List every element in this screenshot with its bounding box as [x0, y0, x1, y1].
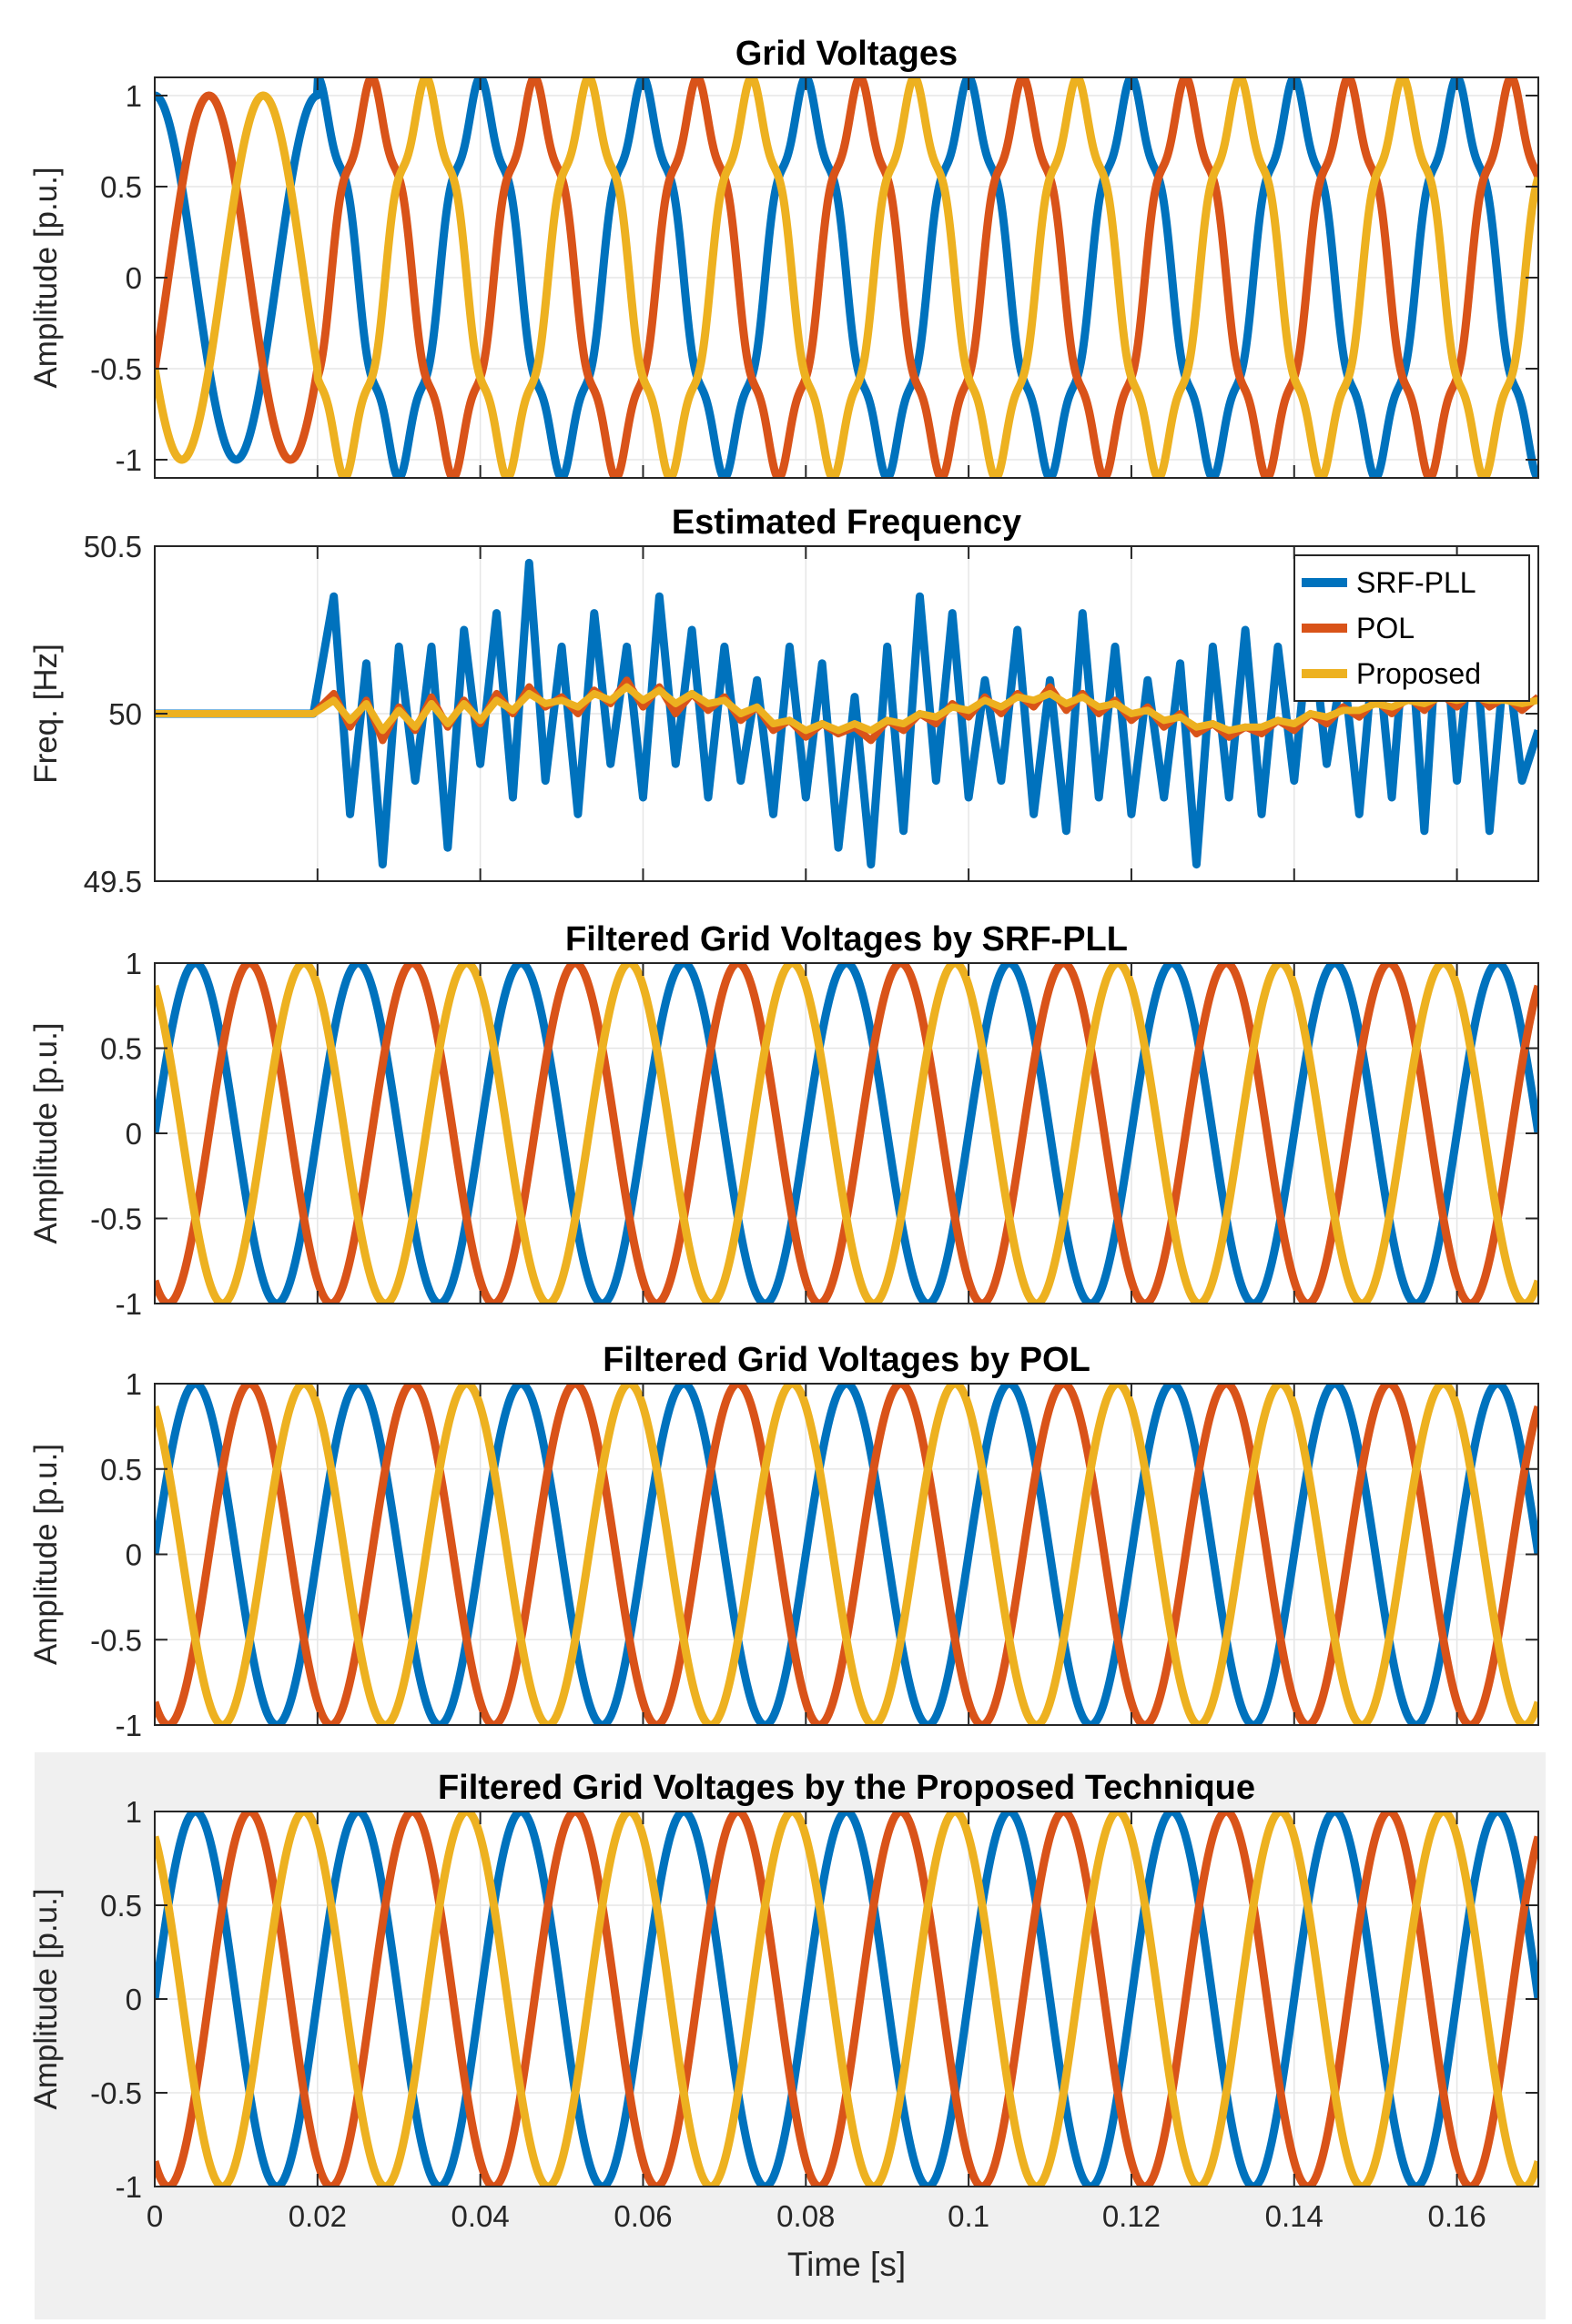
- legend: [1293, 554, 1530, 702]
- y-tick-label: 1: [126, 1795, 142, 1829]
- y-tick-label: 50.5: [84, 530, 142, 563]
- series-layer: [155, 1812, 1538, 2187]
- x-tick-label: 0.08: [776, 2199, 835, 2233]
- y-axis-label: Amplitude [p.u.]: [28, 167, 64, 388]
- y-tick-label: 0: [126, 1538, 142, 1572]
- y-tick-label: -1: [116, 1709, 142, 1742]
- y-tick-label: 1: [126, 1367, 142, 1401]
- y-tick-label: -0.5: [90, 1623, 142, 1657]
- y-tick-label: 0.5: [100, 1032, 142, 1066]
- y-tick-label: 0.5: [100, 1889, 142, 1923]
- series-layer: [155, 77, 1538, 478]
- panel-title: Estimated Frequency: [672, 503, 1021, 542]
- legend-label: POL: [1356, 612, 1415, 644]
- y-tick-label: 0: [126, 1983, 142, 2016]
- series-line-phase-a: [155, 77, 1538, 478]
- x-tick-label: 0.14: [1265, 2199, 1324, 2233]
- series-line-phase-c: [155, 77, 1538, 478]
- y-tick-label: -1: [116, 443, 142, 477]
- series-line-srf-pll: [155, 558, 1538, 869]
- y-tick-label: -1: [116, 1287, 142, 1321]
- y-axis-label: Amplitude [p.u.]: [28, 1888, 64, 2109]
- y-tick-label: 1: [126, 79, 142, 113]
- y-tick-label: 0.5: [100, 1453, 142, 1487]
- y-axis-label: Amplitude [p.u.]: [28, 1022, 64, 1243]
- y-tick-label: -0.5: [90, 2076, 142, 2110]
- panel-title: Filtered Grid Voltages by SRF-PLL: [565, 920, 1128, 959]
- x-tick-label: 0.1: [948, 2199, 989, 2233]
- x-tick-label: 0.06: [614, 2199, 672, 2233]
- chart-panel-5: [154, 1811, 1539, 2187]
- y-tick-label: 0.5: [100, 170, 142, 204]
- panel-title: Grid Voltages: [735, 35, 958, 73]
- y-tick-label: 49.5: [84, 865, 142, 898]
- chart-panel-3: [154, 962, 1539, 1304]
- y-tick-label: 50: [108, 697, 142, 731]
- y-tick-label: -0.5: [90, 352, 142, 386]
- x-tick-label: 0.02: [289, 2199, 347, 2233]
- legend-label: Proposed: [1356, 657, 1481, 690]
- y-tick-label: 0: [126, 261, 142, 295]
- y-tick-label: 0: [126, 1117, 142, 1151]
- x-tick-label: 0.04: [451, 2199, 510, 2233]
- series-line-phase-b: [155, 77, 1538, 478]
- y-tick-label: -0.5: [90, 1203, 142, 1236]
- y-axis-label: Amplitude [p.u.]: [28, 1444, 64, 1665]
- y-tick-label: -1: [116, 2170, 142, 2204]
- legend-label: SRF-PLL: [1356, 566, 1476, 599]
- series-line-phase-c: [155, 1812, 1538, 2187]
- x-tick-label: 0.12: [1102, 2199, 1161, 2233]
- panel-title: Filtered Grid Voltages by the Proposed T…: [438, 1769, 1255, 1807]
- series-line-phase-c: [155, 1384, 1538, 1725]
- series-layer: [155, 963, 1538, 1304]
- series-line-phase-c: [155, 963, 1538, 1304]
- chart-panel-4: [154, 1383, 1539, 1726]
- x-tick-label: 0.16: [1427, 2199, 1486, 2233]
- x-axis-label: Time [s]: [787, 2246, 906, 2283]
- series-line-proposed: [155, 683, 1538, 735]
- y-axis-label: Freq. [Hz]: [28, 644, 64, 784]
- series-layer: [155, 1384, 1538, 1725]
- series-layer: [155, 558, 1538, 869]
- panel-title: Filtered Grid Voltages by POL: [603, 1341, 1090, 1379]
- chart-panel-1: [154, 76, 1539, 479]
- x-tick-label: 0: [147, 2199, 163, 2233]
- y-tick-label: 1: [126, 947, 142, 980]
